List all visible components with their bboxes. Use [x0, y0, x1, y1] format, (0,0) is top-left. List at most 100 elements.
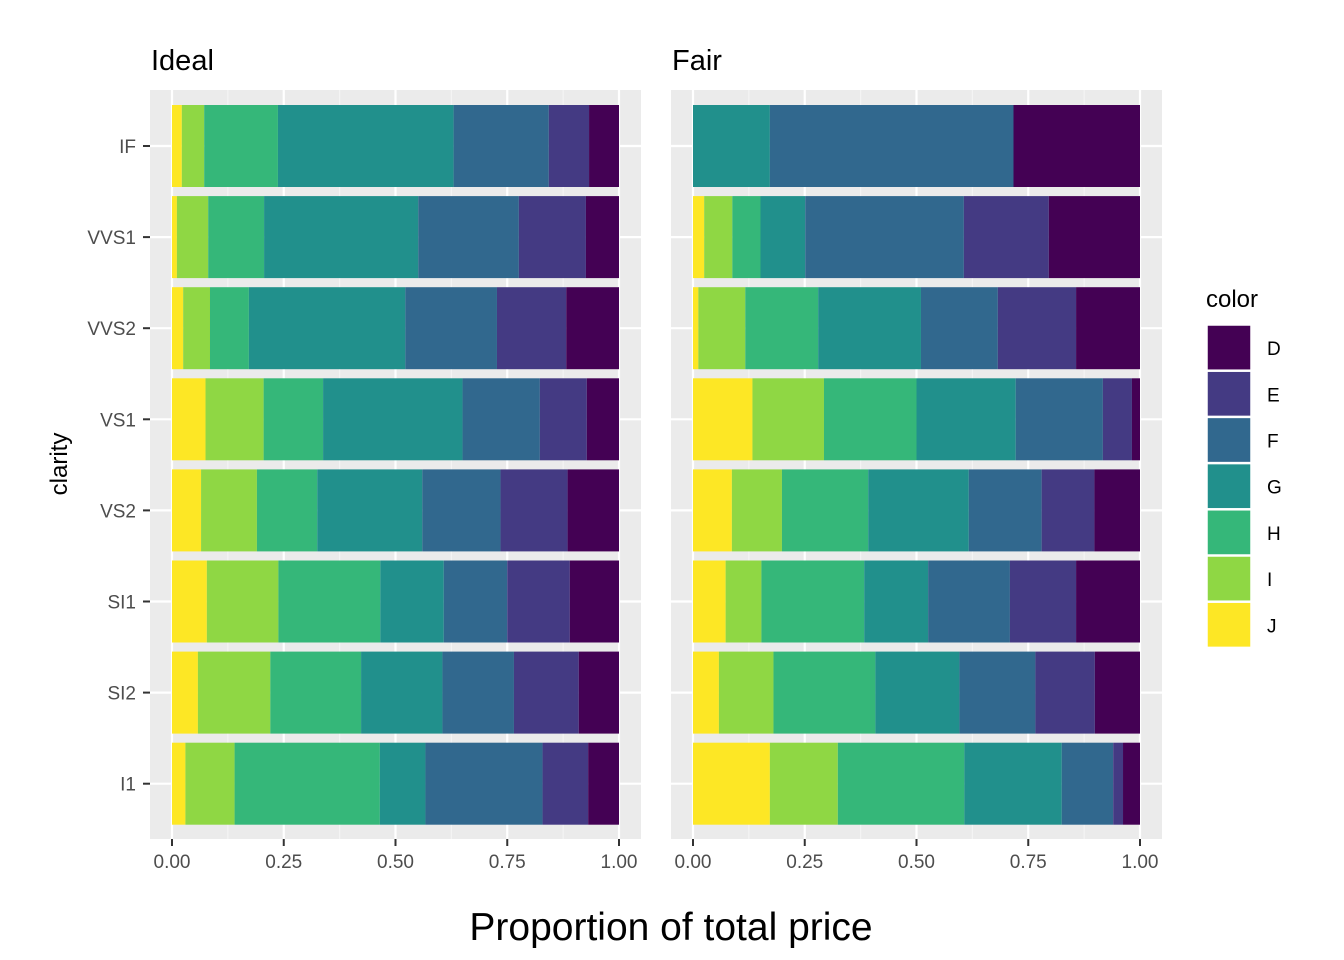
- bar-vvs1-e: [518, 196, 586, 279]
- bar-if-h: [204, 105, 278, 187]
- legend-label: I: [1267, 570, 1272, 591]
- bar-si2-i: [718, 651, 774, 734]
- bar-i1-h: [837, 742, 965, 825]
- bar-si2-j: [693, 651, 719, 734]
- bar-i1-g: [379, 742, 426, 825]
- bar-vvs2-j: [693, 287, 699, 370]
- bar-vs1-i: [752, 378, 824, 461]
- bar-vvs1-j: [693, 196, 705, 279]
- bar-vs1-g: [916, 378, 1016, 461]
- facet-title: Fair: [672, 45, 722, 77]
- legend-label: F: [1267, 432, 1279, 453]
- x-tick-label: 0.75: [1010, 852, 1047, 873]
- bar-vs2-g: [317, 469, 423, 552]
- bar-i1-j: [172, 742, 186, 825]
- bar-vvs1-g: [760, 196, 806, 279]
- legend-key-d: [1206, 324, 1252, 371]
- x-tick-label: 0.75: [489, 852, 526, 873]
- bar-i1-e: [1113, 742, 1124, 825]
- bar-si2-h: [270, 651, 362, 734]
- bar-vs2-h: [256, 469, 318, 552]
- y-tick-label: I1: [120, 775, 136, 796]
- bar-si2-f: [442, 651, 514, 734]
- x-tick-label: 1.00: [1122, 852, 1159, 873]
- bar-vvs1-j: [172, 196, 177, 279]
- legend-label: J: [1267, 616, 1277, 637]
- x-tick-label: 0.50: [898, 852, 935, 873]
- bar-vvs1-d: [1048, 196, 1140, 279]
- bar-vvs1-i: [704, 196, 733, 279]
- y-tick-label: VS2: [100, 501, 136, 522]
- bar-vvs2-d: [566, 287, 619, 370]
- bar-vvs2-i: [183, 287, 210, 370]
- bar-vvs2-d: [1076, 287, 1140, 370]
- bar-si1-g: [864, 560, 929, 643]
- legend-key-e: [1206, 370, 1252, 418]
- bar-vs2-i: [201, 469, 257, 552]
- bar-vs2-d: [1094, 469, 1140, 552]
- y-tick-label: VVS1: [87, 228, 136, 249]
- bar-si1-h: [278, 560, 381, 643]
- bar-vs1-e: [1102, 378, 1132, 461]
- bar-vs2-i: [731, 469, 782, 552]
- bar-vs1-f: [1015, 378, 1103, 461]
- bar-si1-d: [569, 560, 619, 643]
- y-tick-label: SI2: [107, 684, 136, 705]
- bar-si2-g: [875, 651, 960, 734]
- bar-if-i: [181, 105, 205, 187]
- bar-i1-d: [588, 742, 619, 825]
- bar-vvs2-i: [698, 287, 746, 370]
- bar-vs1-j: [693, 378, 753, 461]
- bar-i1-i: [769, 742, 838, 825]
- bar-si2-e: [1035, 651, 1095, 734]
- legend-key-j: [1206, 601, 1252, 649]
- bar-si1-j: [693, 560, 726, 643]
- bar-vvs2-f: [920, 287, 998, 370]
- bar-if-f: [769, 105, 1014, 187]
- legend-key-g: [1206, 462, 1252, 510]
- bar-si1-i: [725, 560, 762, 643]
- facet-panel-ideal: Ideal 0.00 0.25 0.50 0.75 1.00 IF VVS1 VVS2 VS1 VS…: [87, 45, 641, 873]
- bar-i1-f: [425, 742, 543, 825]
- legend-label: E: [1267, 385, 1280, 406]
- bar-vs1-d: [1131, 378, 1140, 461]
- bar-i1-f: [1061, 742, 1114, 825]
- bar-if-g: [693, 105, 770, 187]
- bar-si1-i: [206, 560, 279, 643]
- bar-if-j: [172, 105, 182, 187]
- bar-vs2-h: [781, 469, 869, 552]
- y-tick-label: SI1: [107, 593, 136, 614]
- bar-vvs1-d: [585, 196, 619, 279]
- bar-vs1-d: [586, 378, 619, 461]
- bar-if-f: [453, 105, 549, 187]
- bar-vvs2-j: [172, 287, 184, 370]
- bar-vvs2-e: [997, 287, 1077, 370]
- y-tick-label: IF: [119, 137, 136, 158]
- bar-si1-d: [1076, 560, 1140, 643]
- bar-si2-d: [578, 651, 619, 734]
- legend-label: G: [1267, 478, 1282, 499]
- bar-vs1-j: [172, 378, 206, 461]
- bar-i1-e: [542, 742, 589, 825]
- bar-si1-g: [380, 560, 444, 643]
- bar-if-d: [589, 105, 619, 187]
- bar-i1-i: [185, 742, 235, 825]
- bar-vs2-f: [422, 469, 501, 552]
- bar-vvs2-e: [496, 287, 567, 370]
- bar-i1-g: [964, 742, 1062, 825]
- y-tick-label: VS1: [100, 410, 136, 431]
- bar-si2-d: [1094, 651, 1140, 734]
- legend: color D E F G H I J: [1206, 286, 1282, 649]
- facet-title: Ideal: [151, 45, 214, 77]
- bar-vs2-j: [172, 469, 202, 552]
- x-tick-label: 1.00: [601, 852, 638, 873]
- bar-vs1-i: [205, 378, 264, 461]
- bar-vs1-e: [539, 378, 587, 461]
- bar-vs1-h: [823, 378, 917, 461]
- x-tick-label: 0.25: [265, 852, 302, 873]
- legend-key-h: [1206, 509, 1252, 556]
- bar-vs1-h: [263, 378, 324, 461]
- legend-key-i: [1206, 555, 1252, 602]
- y-tick-label: VVS2: [87, 319, 136, 340]
- y-axis-title: clarity: [46, 433, 73, 496]
